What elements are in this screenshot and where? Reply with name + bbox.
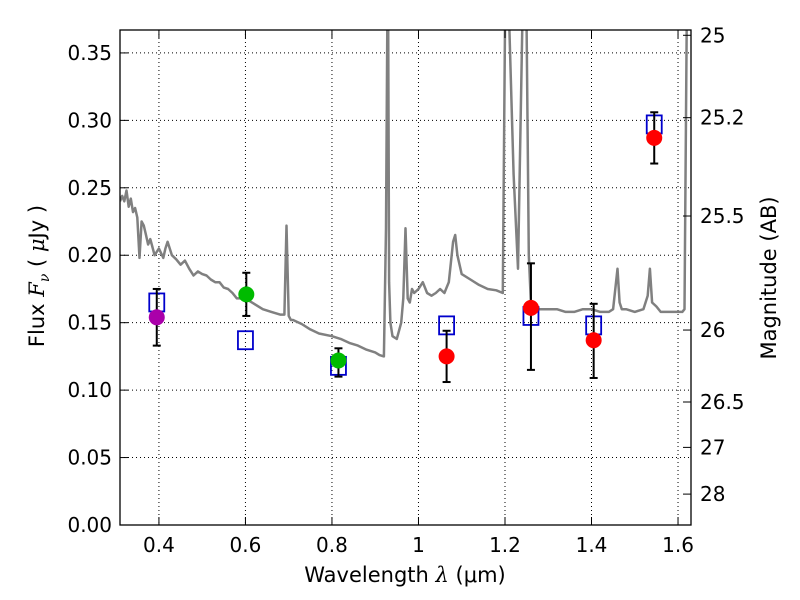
y2-tick-label: 26.5 bbox=[700, 390, 745, 414]
x-tick-label: 1.4 bbox=[576, 533, 608, 557]
model-spectrum-layer bbox=[120, 30, 688, 358]
x-tick-label: 1.2 bbox=[489, 533, 521, 557]
x-tick-label: 1.6 bbox=[662, 533, 694, 557]
observed-point bbox=[522, 299, 539, 316]
y2-axis-label: Magnitude (AB) bbox=[757, 196, 781, 359]
y2-tick-label: 25.5 bbox=[700, 204, 745, 228]
observed-point bbox=[330, 352, 347, 369]
y2-tick-label: 28 bbox=[700, 482, 725, 506]
y-tick-label: 0.20 bbox=[67, 243, 112, 267]
model-photometry-box bbox=[237, 330, 254, 351]
y-tick-label: 0.35 bbox=[67, 41, 112, 65]
y-tick-label: 0.15 bbox=[67, 311, 112, 335]
y-tick-label: 0.25 bbox=[67, 176, 112, 200]
observed-point bbox=[148, 309, 165, 326]
y-tick-label: 0.05 bbox=[67, 446, 112, 470]
y-tick-label: 0.30 bbox=[67, 108, 112, 132]
y2-tick-label: 25 bbox=[700, 23, 725, 47]
plot-frame bbox=[119, 29, 692, 526]
x-tick-label: 0.6 bbox=[230, 533, 262, 557]
observed-point bbox=[438, 348, 455, 365]
x-tick-label: 0.8 bbox=[316, 533, 348, 557]
y-tick-label: 0.00 bbox=[67, 513, 112, 537]
y2-tick-label: 25.2 bbox=[700, 106, 745, 130]
y2-tick-label: 27 bbox=[700, 435, 725, 459]
points-layer bbox=[148, 111, 663, 384]
observed-point bbox=[585, 332, 602, 349]
y-axis-label: Flux Fν ( μJy ) bbox=[25, 205, 53, 347]
y-tick-label: 0.10 bbox=[67, 378, 112, 402]
axes-layer: 0.4 0.6 0.8 1 1.2 1.4 1.6 0.00 0.05 0.10 0.15 0.20 0… bbox=[67, 23, 744, 557]
x-axis-label: Wavelength λ (μm) bbox=[304, 563, 505, 587]
observed-point bbox=[238, 286, 255, 303]
observed-point bbox=[646, 129, 663, 146]
x-tick-label: 1 bbox=[412, 533, 425, 557]
grid bbox=[120, 30, 691, 526]
y2-tick-label: 26 bbox=[700, 318, 725, 342]
model-spectrum-line bbox=[120, 30, 688, 358]
x-tick-label: 0.4 bbox=[143, 533, 175, 557]
